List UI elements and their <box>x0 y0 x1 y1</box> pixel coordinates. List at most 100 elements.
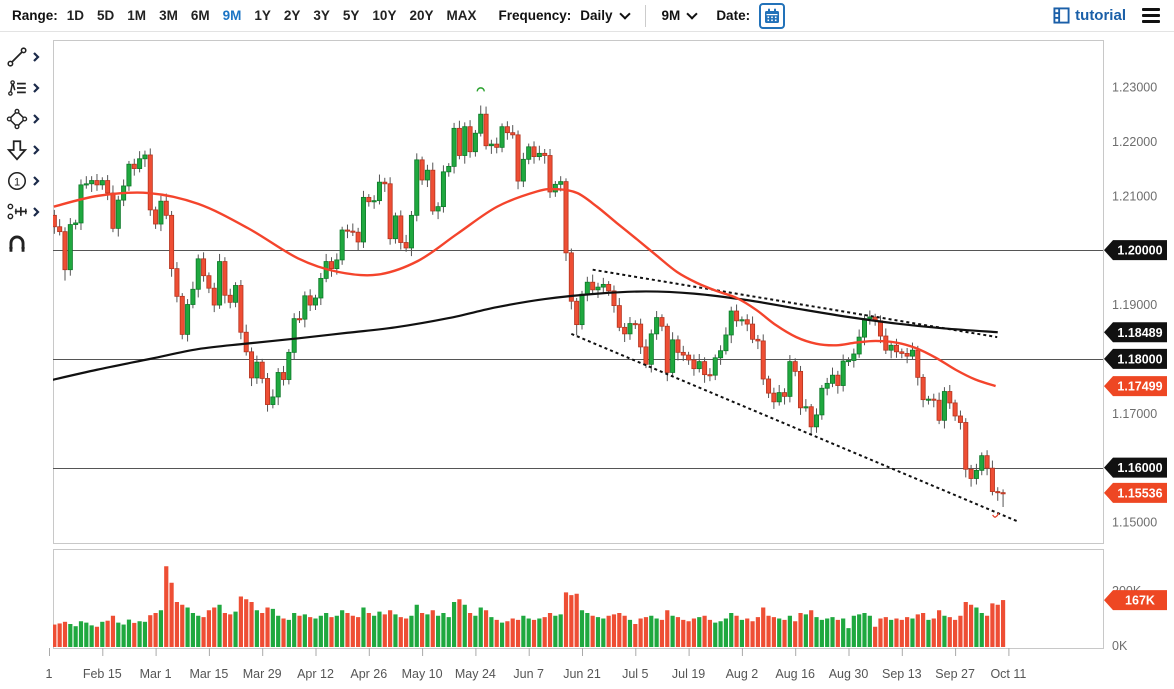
candle-body <box>115 199 121 229</box>
candle-body <box>648 333 654 365</box>
volume-bar <box>702 615 707 647</box>
trendline-tool[interactable] <box>6 46 52 68</box>
volume-bar <box>185 607 190 647</box>
candle-body <box>238 285 244 333</box>
volume-bar <box>963 602 968 647</box>
range-option-3m[interactable]: 3M <box>159 8 178 23</box>
range-option-6m[interactable]: 6M <box>190 8 210 23</box>
annotation-tool[interactable]: 1 <box>6 170 52 192</box>
volume-bar <box>62 621 68 647</box>
volume-bar <box>606 615 611 647</box>
range-option-1y[interactable]: 1Y <box>254 8 271 23</box>
candle-body <box>53 214 57 228</box>
candle-body <box>488 143 494 147</box>
arrow-tool[interactable] <box>6 139 52 161</box>
candle-body <box>819 387 825 416</box>
frequency-dropdown[interactable]: Daily <box>580 8 631 23</box>
x-axis-label: Apr 12 <box>297 667 334 681</box>
candle-body <box>632 323 638 326</box>
range-option-max[interactable]: MAX <box>446 8 477 23</box>
range-option-9m[interactable]: 9M <box>222 8 242 23</box>
magnet-tool[interactable] <box>6 232 52 254</box>
x-axis-label: Aug 16 <box>775 667 815 681</box>
range-option-10y[interactable]: 10Y <box>372 8 397 23</box>
volume-bar <box>393 614 398 647</box>
candle-body <box>941 391 947 421</box>
candle-body <box>888 344 894 351</box>
candle-body <box>137 158 143 169</box>
volume-bar <box>457 599 462 647</box>
chevron-down-icon <box>686 8 698 20</box>
volume-bar <box>745 618 750 647</box>
polygon-shape-icon <box>6 108 28 130</box>
candle-body <box>291 318 297 353</box>
volume-bar <box>425 614 430 647</box>
range-option-3y[interactable]: 3Y <box>313 8 330 23</box>
candle-body <box>936 399 942 421</box>
range-option-1d[interactable]: 1D <box>66 8 85 23</box>
candle-body <box>408 214 414 249</box>
candle-body <box>904 353 910 357</box>
range-option-2y[interactable]: 2Y <box>283 8 301 23</box>
candle-body <box>590 281 596 291</box>
volume-bar <box>377 611 382 647</box>
candle-body <box>126 163 132 187</box>
price-badge: 1.18000 <box>1117 352 1162 366</box>
volume-bar <box>180 604 185 647</box>
volume-bar <box>489 617 494 647</box>
candle-body <box>744 319 750 325</box>
volume-bar <box>297 615 302 647</box>
volume-bar <box>979 613 984 647</box>
volume-bar <box>521 615 526 647</box>
candle-body <box>542 152 548 156</box>
candle-body <box>179 295 185 335</box>
date-picker-button[interactable] <box>759 2 786 29</box>
range-option-1m[interactable]: 1M <box>127 8 147 23</box>
volume-bar <box>510 618 515 647</box>
range-options: 1D 5D 1M 3M 6M 9M 1Y 2Y 3Y 5Y 10Y 20Y MAX <box>67 8 477 23</box>
volume-bar <box>84 622 89 647</box>
range-option-5y[interactable]: 5Y <box>342 8 360 23</box>
candle-body <box>595 286 601 291</box>
price-badge: 1.16000 <box>1117 461 1162 475</box>
candle-body <box>776 392 782 403</box>
date-label: Date: <box>716 8 751 23</box>
chart-canvas[interactable] <box>53 40 1103 653</box>
volume-bar <box>574 593 579 647</box>
volume-bar <box>270 608 275 647</box>
volume-bar <box>105 620 110 647</box>
volume-bar <box>212 607 217 647</box>
range-option-5d[interactable]: 5D <box>97 8 115 23</box>
volume-bar <box>361 607 366 647</box>
x-axis-label: Aug 2 <box>726 667 759 681</box>
volume-bar <box>563 592 569 647</box>
volume-bar <box>89 625 94 647</box>
period-dropdown[interactable]: 9M <box>662 8 698 23</box>
menu-button[interactable] <box>1140 6 1162 25</box>
volume-bar <box>286 619 291 647</box>
volume-bar <box>830 617 835 647</box>
range-label: Range: <box>12 8 58 23</box>
candle-body <box>430 169 436 212</box>
measure-tool[interactable] <box>6 201 52 223</box>
volume-bar <box>446 617 451 647</box>
range-option-20y[interactable]: 20Y <box>409 8 434 23</box>
candle-body <box>750 323 756 340</box>
candle-body <box>451 127 457 167</box>
hamburger-icon <box>1142 8 1160 11</box>
pattern-tool[interactable] <box>6 77 52 99</box>
volume-badge: 167K <box>1125 594 1155 608</box>
candle-body <box>499 126 505 148</box>
shape-tool[interactable] <box>6 108 52 130</box>
volume-bar <box>926 619 931 647</box>
candle-body <box>366 196 372 203</box>
volume-bar <box>78 621 84 647</box>
volume-bar <box>53 624 57 647</box>
volume-bar <box>579 610 585 647</box>
volume-bar <box>329 617 334 647</box>
candle-body <box>456 127 462 156</box>
price-badge-tag <box>1104 348 1167 369</box>
volume-bar <box>121 624 126 647</box>
volume-bar <box>638 618 643 647</box>
candle-body <box>899 351 905 354</box>
